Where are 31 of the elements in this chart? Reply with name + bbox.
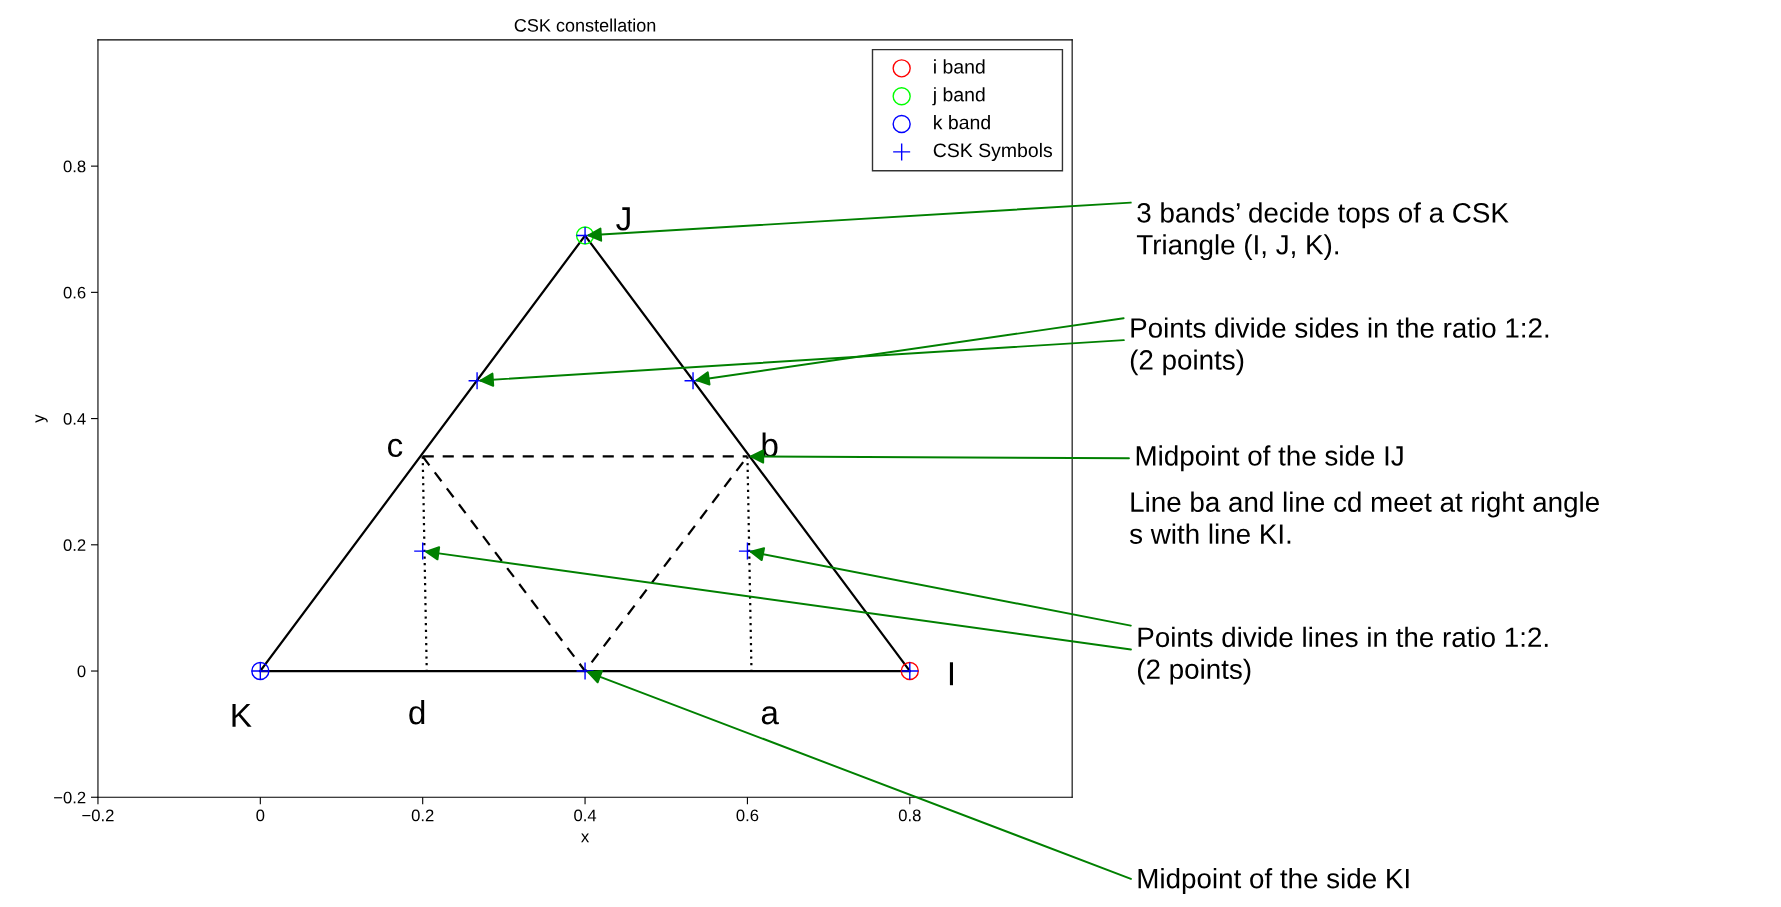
y-tick-label: 0.8 [63,160,86,173]
annotation: Points divide lines in the ratio 1:2. (2 points) [1138,626,1548,685]
annotation: 3 bands’ decide tops of a CSK Triangle (I, J, K). [1136,202,1509,261]
y-tick-label: 0.6 [63,286,86,299]
x-tick-label: 0.8 [898,809,921,822]
annotation: c [388,438,403,458]
y-axis-title: y [35,414,48,423]
legend-label: j band [932,87,985,106]
annotation: Midpoint of the side KI [1138,868,1409,894]
annotation: K [232,703,252,727]
x-tick-label: 0 [256,809,265,822]
annotation: Points divide sides in the ratio 1:2. (2 points) [1130,317,1549,376]
legend-label: i band [934,59,985,74]
x-tick-label: −0.2 [82,809,114,822]
y-tick-label: 0.4 [63,412,86,425]
annotation: d [409,699,425,725]
y-tick-label: −0.2 [54,791,86,804]
y-tick-label: 0.2 [63,539,86,552]
text: Line ba and line cd meet at right angle s with line KI. [1129,491,1599,544]
x-tick-label: 0.6 [736,809,759,822]
legend-label: k band [934,115,990,130]
x-tick-label: 0.4 [574,809,597,822]
x-axis-title: x [581,833,590,843]
annotation: I [949,662,954,686]
y-tick-label: 0 [77,665,86,678]
legend-label: CSK Symbols [933,142,1053,162]
annotation: J [616,207,630,231]
chart-title: CSK constellation [514,18,656,32]
annotation: a [761,706,779,725]
annotation: Midpoint of the side IJ [1136,445,1403,472]
x-tick-label: 0.2 [411,809,434,822]
